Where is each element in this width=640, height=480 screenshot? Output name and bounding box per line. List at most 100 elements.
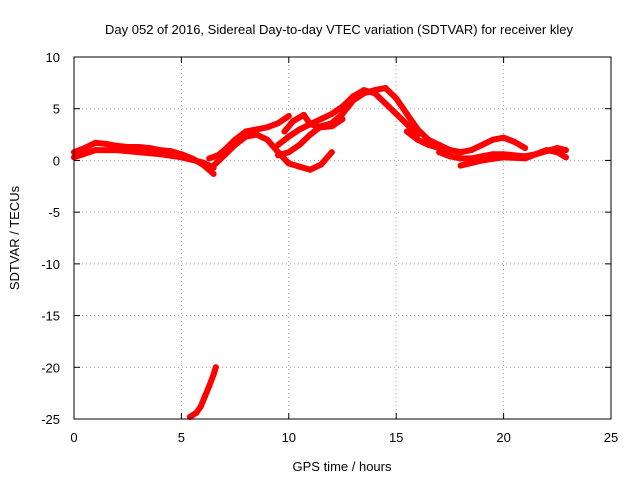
data-point — [264, 136, 271, 143]
y-tick-label: -20 — [41, 360, 60, 375]
data-point — [414, 136, 421, 143]
data-point — [135, 149, 142, 156]
x-tick-label: 10 — [282, 430, 296, 445]
data-point — [290, 118, 297, 125]
data-point — [382, 85, 389, 91]
data-point — [300, 111, 307, 118]
x-tick-label: 0 — [70, 430, 77, 445]
data-point — [339, 110, 346, 117]
data-point — [285, 133, 292, 140]
data-point — [210, 371, 217, 378]
data-point — [382, 100, 389, 107]
data-point — [221, 152, 228, 159]
y-tick-label: -15 — [41, 309, 60, 324]
data-point — [403, 128, 410, 135]
data-point — [489, 136, 496, 143]
y-tick-label: 10 — [46, 50, 60, 65]
data-point — [307, 131, 314, 138]
x-tick-label: 5 — [178, 430, 185, 445]
plot-frame — [73, 56, 612, 420]
x-tick-label: 25 — [604, 430, 618, 445]
data-point — [103, 140, 110, 147]
data-point — [414, 126, 421, 133]
x-tick-label: 20 — [496, 430, 510, 445]
data-point — [81, 145, 88, 151]
data-point — [318, 123, 324, 130]
data-point — [187, 413, 193, 420]
data-point — [328, 120, 335, 127]
data-point — [361, 90, 367, 97]
data-point — [554, 149, 561, 156]
data-point — [468, 147, 475, 154]
data-point — [296, 126, 303, 133]
data-point — [457, 162, 464, 169]
data-point — [479, 157, 486, 164]
data-point — [275, 152, 282, 159]
data-point — [212, 364, 219, 371]
chart-title: Day 052 of 2016, Sidereal Day-to-day VTE… — [105, 22, 573, 37]
data-point — [393, 110, 400, 117]
data-point — [92, 147, 99, 154]
data-point — [202, 393, 208, 400]
data-point — [307, 121, 314, 128]
y-tick-label: -10 — [41, 257, 60, 272]
data-point — [232, 141, 239, 148]
x-tick-label: 15 — [389, 430, 403, 445]
data-point — [296, 163, 303, 170]
data-point — [275, 120, 282, 127]
y-axis-label: SDTVAR / TECUs — [7, 185, 22, 290]
data-point — [206, 155, 213, 162]
x-axis-label: GPS time / hours — [293, 459, 392, 474]
data-point — [457, 155, 464, 162]
data-point — [281, 128, 288, 135]
data-point — [92, 139, 99, 146]
data-point — [285, 113, 292, 119]
data-point — [242, 128, 249, 135]
data-point — [285, 149, 292, 156]
data-point — [285, 160, 292, 167]
y-tick-label: 0 — [53, 153, 60, 168]
data-point — [425, 141, 432, 148]
data-point — [522, 145, 529, 151]
data-point — [350, 97, 357, 104]
data-point — [403, 121, 410, 128]
data-point — [511, 138, 518, 145]
data-point — [146, 145, 153, 151]
data-point — [457, 149, 464, 156]
data-point — [210, 162, 217, 169]
data-point — [264, 124, 271, 131]
data-point — [318, 161, 324, 168]
data-point — [393, 95, 400, 102]
y-tick-labels: -25 -20 -15 -10 -5 0 5 10 — [41, 50, 60, 427]
data-point — [562, 147, 569, 154]
data-point — [156, 151, 163, 158]
data-point — [206, 382, 213, 389]
data-point — [114, 147, 120, 154]
y-tick-label: 5 — [53, 102, 60, 117]
data-point — [446, 147, 453, 154]
data-point — [296, 141, 303, 148]
y-tick-label: -5 — [48, 205, 60, 220]
data-point — [479, 141, 486, 148]
data-point — [532, 151, 539, 158]
data-point — [307, 166, 314, 173]
data-point — [197, 403, 204, 410]
data-point — [371, 87, 378, 94]
data-point — [275, 141, 282, 148]
data-point — [543, 147, 550, 154]
x-tick-labels: 0 5 10 15 20 25 — [70, 430, 618, 445]
data-point — [210, 170, 217, 177]
data-point — [522, 155, 529, 162]
data-point — [328, 110, 335, 117]
data-point — [242, 133, 249, 140]
data-point — [253, 131, 260, 138]
data-point — [193, 409, 200, 416]
data-point — [436, 149, 443, 156]
data-point — [318, 116, 324, 123]
data-point — [403, 110, 410, 117]
series-layer — [71, 85, 569, 420]
data-point — [253, 126, 260, 133]
data-point — [328, 149, 335, 156]
data-point — [199, 159, 206, 166]
